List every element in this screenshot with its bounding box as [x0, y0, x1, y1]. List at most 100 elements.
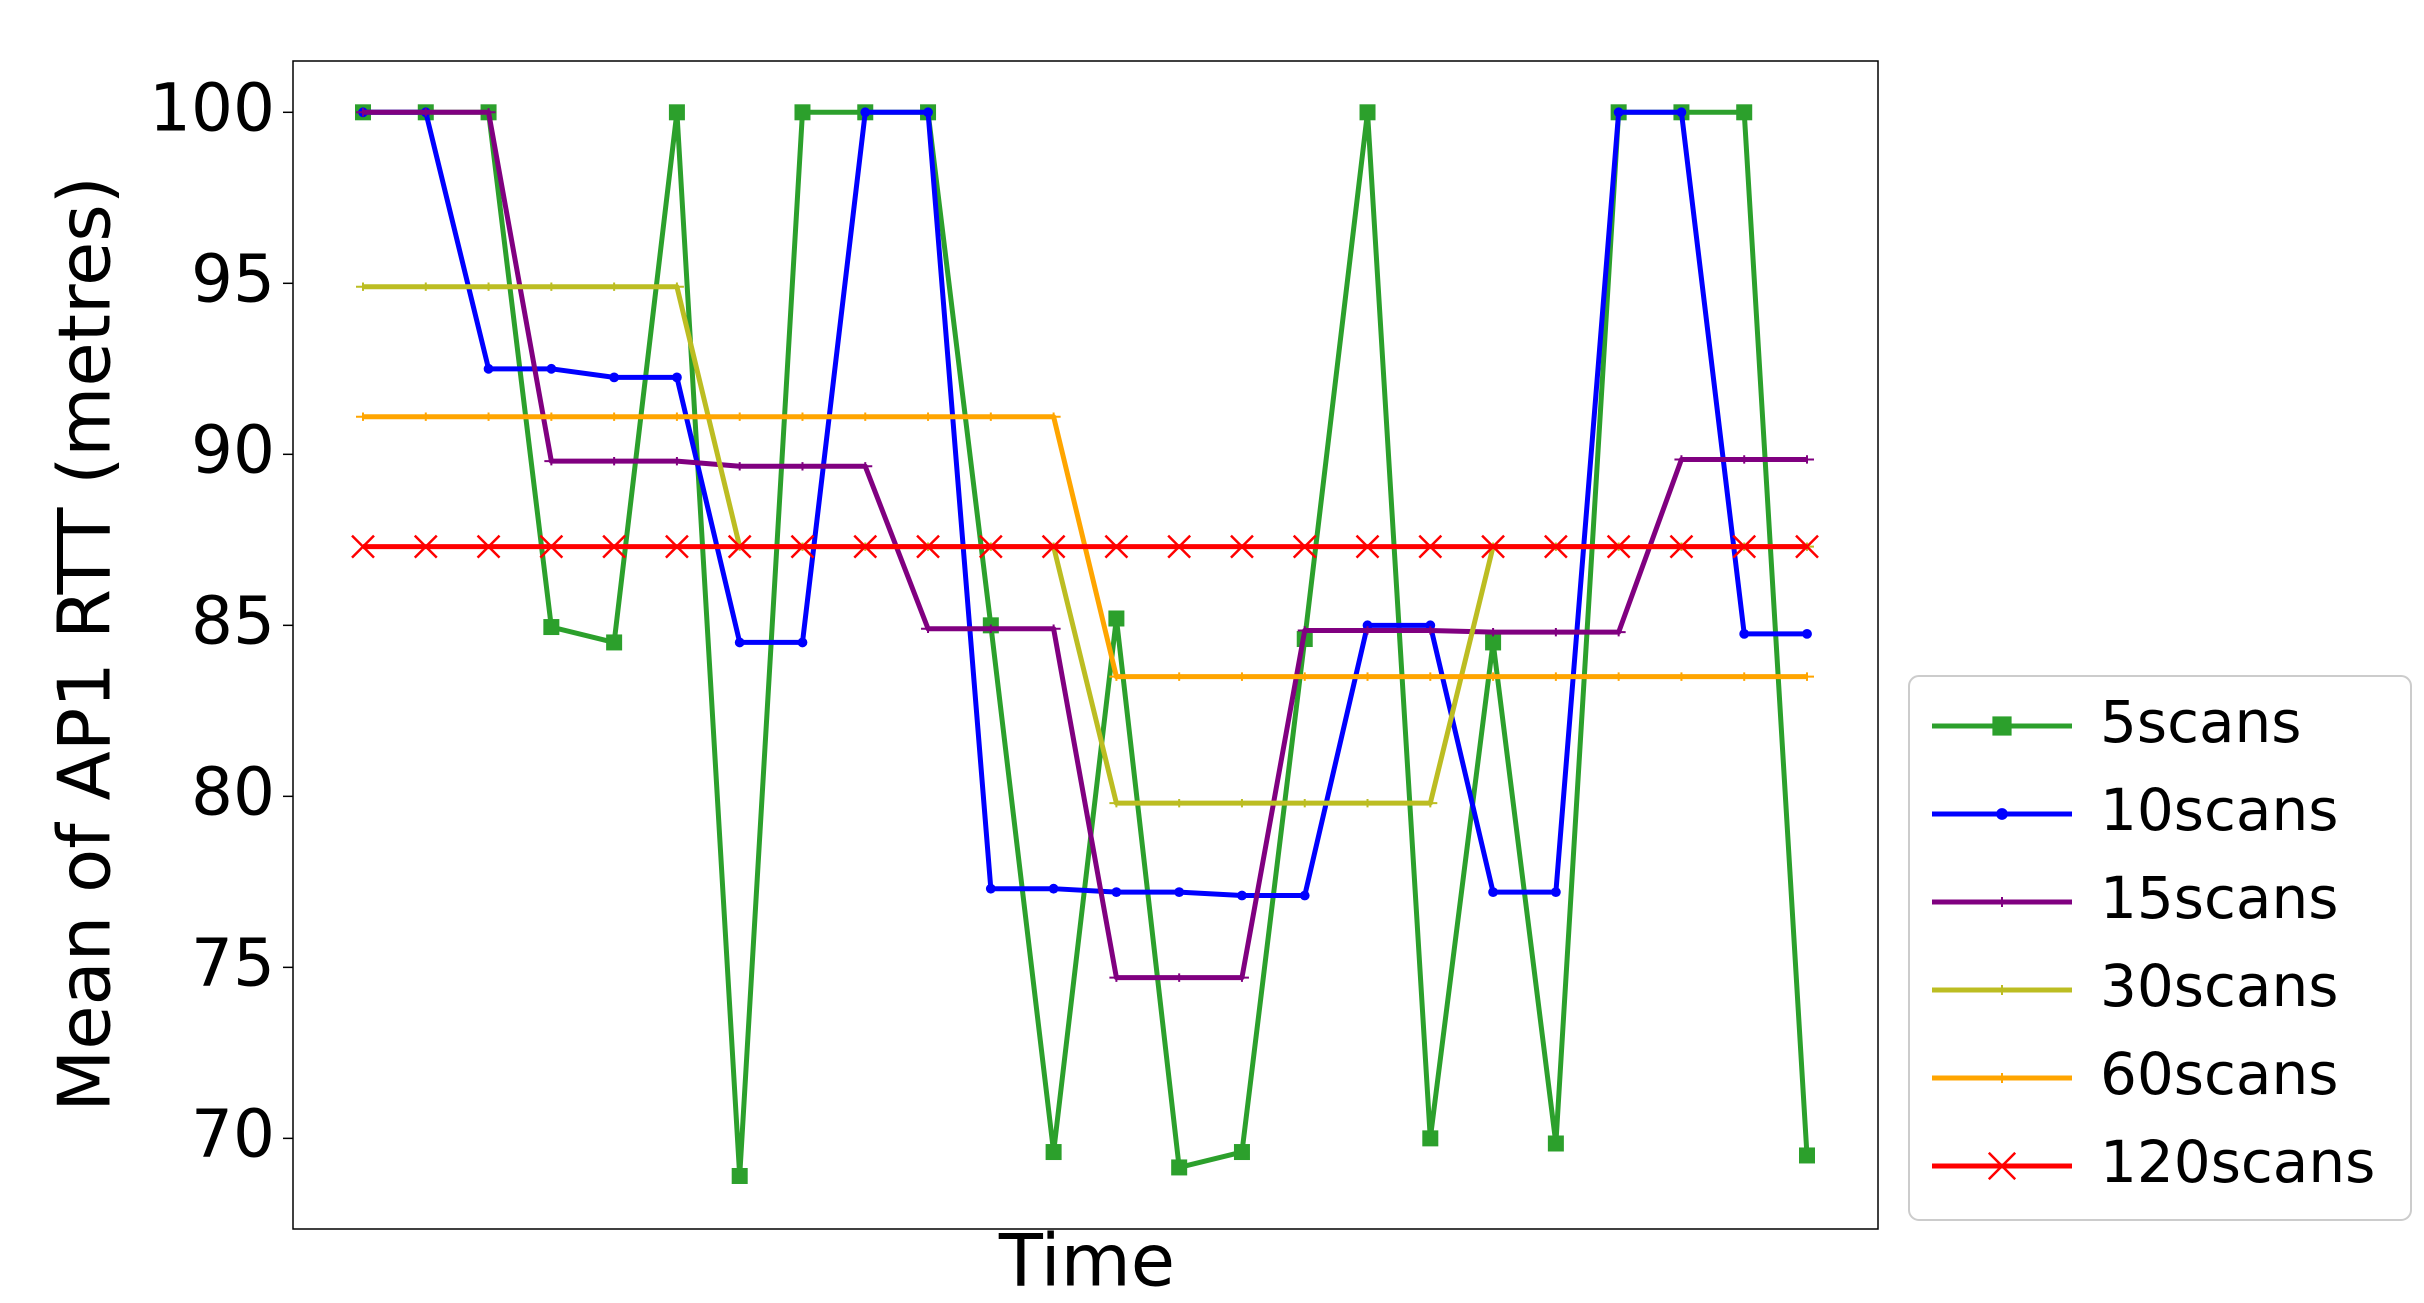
marker — [983, 624, 998, 633]
marker — [356, 282, 370, 291]
y-axis-label: Mean of AP1 RTT (metres) — [43, 176, 127, 1112]
marker — [727, 534, 752, 559]
marker — [356, 412, 370, 421]
y-tick-label: 70 — [191, 1095, 275, 1172]
marker — [916, 534, 940, 559]
marker — [731, 1167, 748, 1184]
marker — [1486, 672, 1501, 681]
marker — [923, 107, 933, 118]
marker — [481, 282, 496, 291]
marker — [607, 412, 622, 421]
plot-area: 70 75 80 85 90 95 100 — [149, 69, 1819, 1184]
marker — [1299, 890, 1310, 901]
marker — [1167, 534, 1192, 559]
marker — [1104, 534, 1129, 559]
marker — [481, 108, 496, 117]
marker — [356, 108, 370, 117]
marker — [669, 456, 684, 466]
marker — [1737, 672, 1752, 681]
marker — [1423, 626, 1438, 635]
plot-frame — [292, 60, 1879, 1230]
marker — [1109, 672, 1124, 681]
y-tick-label: 80 — [191, 753, 275, 830]
marker — [418, 282, 433, 291]
series-line — [363, 109, 1807, 981]
marker — [1425, 620, 1436, 631]
marker — [1674, 672, 1689, 681]
series-line — [363, 109, 1807, 899]
marker — [794, 104, 811, 121]
marker — [1234, 798, 1249, 808]
marker — [481, 412, 496, 421]
marker — [1172, 973, 1187, 982]
marker — [607, 456, 622, 466]
marker — [1488, 887, 1498, 898]
marker — [1174, 887, 1185, 898]
marker — [1297, 798, 1312, 808]
marker — [1795, 534, 1819, 559]
marker — [544, 456, 559, 466]
marker — [1669, 534, 1694, 559]
y-tick-label: 95 — [191, 240, 275, 317]
marker — [1237, 890, 1247, 901]
marker — [732, 462, 747, 471]
marker — [1046, 412, 1061, 421]
marker — [795, 412, 810, 421]
marker — [1993, 984, 2011, 996]
marker — [1543, 534, 1568, 559]
marker — [921, 412, 936, 421]
marker — [1041, 534, 1066, 559]
legend-label: 60scans — [2100, 1040, 2338, 1108]
marker — [546, 363, 557, 374]
legend-label: 120scans — [2100, 1128, 2375, 1196]
marker — [1297, 672, 1312, 681]
marker — [668, 104, 685, 121]
marker — [1108, 610, 1125, 627]
marker — [797, 637, 808, 648]
marker — [669, 282, 684, 291]
marker — [790, 534, 815, 559]
marker — [539, 534, 564, 559]
marker — [413, 534, 438, 559]
marker — [1993, 1072, 2011, 1084]
marker — [1481, 534, 1505, 559]
marker — [544, 412, 559, 421]
marker — [1292, 534, 1317, 559]
marker — [1111, 887, 1122, 898]
marker — [1109, 798, 1124, 808]
marker — [1423, 798, 1438, 808]
legend-label: 10scans — [2100, 776, 2338, 844]
marker — [1171, 1159, 1188, 1176]
marker — [1613, 107, 1624, 118]
marker — [1606, 534, 1631, 559]
marker — [860, 107, 871, 118]
marker — [1172, 798, 1187, 808]
marker — [983, 412, 998, 421]
x-axis-label: Time — [998, 1219, 1175, 1303]
marker — [351, 534, 375, 559]
marker — [1800, 672, 1814, 681]
marker — [1355, 534, 1380, 559]
marker — [1297, 626, 1312, 635]
marker — [795, 462, 810, 471]
marker — [1676, 107, 1687, 118]
legend-label: 30scans — [2100, 952, 2338, 1020]
marker — [1992, 716, 2012, 736]
marker — [985, 883, 996, 894]
marker — [672, 372, 682, 383]
marker — [1046, 624, 1061, 633]
y-tick-label: 90 — [191, 411, 275, 488]
marker — [483, 363, 494, 374]
series-line — [363, 109, 1810, 1179]
marker — [1987, 1151, 2017, 1181]
legend: 5scans 10scans 15scans 30scans 60scans 120sca… — [1908, 675, 2412, 1221]
marker — [1486, 627, 1501, 637]
marker — [1360, 626, 1375, 635]
marker — [1418, 534, 1443, 559]
marker — [602, 534, 627, 559]
marker — [1547, 1135, 1564, 1152]
marker — [1802, 628, 1812, 639]
marker — [1362, 620, 1373, 631]
legend-label: 5scans — [2100, 688, 2302, 756]
